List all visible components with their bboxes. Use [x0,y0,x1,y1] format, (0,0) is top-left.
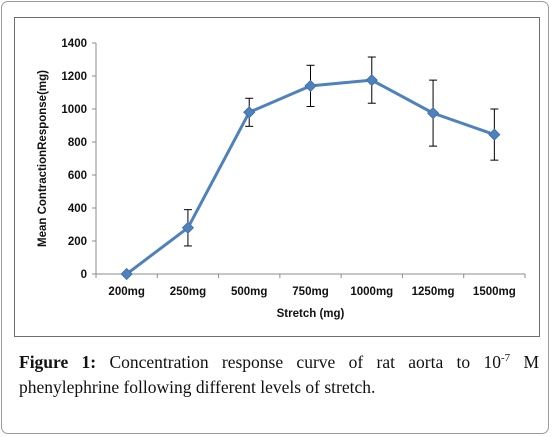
figure-caption: Figure 1: Concentration response curve o… [19,350,539,400]
x-axis-title: Stretch (mg) [277,308,345,320]
data-point [181,221,194,234]
y-tick-label: 0 [81,269,87,281]
y-axis-ticks: 0 200 400 600 800 1000 1200 1400 [61,38,96,281]
y-axis-title: Mean ContractionResponse(mg) [37,70,49,247]
line-chart: 0 200 400 600 800 1000 1200 1400 200mg 250mg 500m… [37,38,526,320]
data-point [120,267,133,281]
caption-text-start: Concentration response curve of rat aort… [109,352,501,372]
caption-text-end: M phenylephrine following different leve… [19,352,539,397]
x-tick-label: 1250mg [412,286,455,298]
data-markers [120,74,501,281]
caption-exponent: -7 [500,352,511,364]
data-point [243,106,256,119]
data-point [427,107,440,120]
x-tick-label: 1000mg [350,286,393,298]
y-tick-label: 1400 [61,38,87,50]
y-tick-label: 1000 [61,104,87,116]
y-tick-label: 600 [68,170,87,182]
caption-label: Figure 1: [19,352,97,372]
y-tick-label: 200 [68,236,87,248]
x-axis-ticks: 200mg 250mg 500mg 750mg 1000mg 1250mg 1500mg [95,274,526,298]
data-point [304,79,317,92]
chart-area: 0 200 400 600 800 1000 1200 1400 200mg 250mg 500m… [14,17,540,337]
x-tick-label: 200mg [108,286,144,298]
data-point [488,128,501,141]
x-tick-label: 500mg [231,286,267,298]
x-tick-label: 750mg [292,286,328,298]
y-tick-label: 400 [68,203,87,215]
x-tick-label: 250mg [170,286,206,298]
y-tick-label: 1200 [61,71,87,83]
series-line [125,78,495,276]
y-tick-label: 800 [68,137,87,149]
error-bars [183,56,499,247]
data-point [365,74,378,87]
x-tick-label: 1500mg [473,286,516,298]
